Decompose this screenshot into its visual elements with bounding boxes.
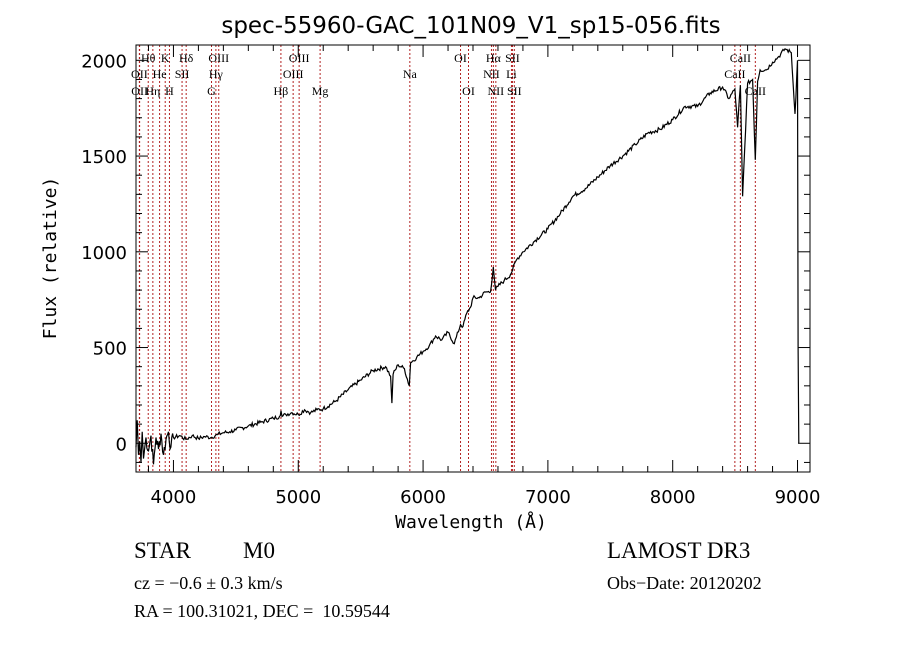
y-tick-label: 1500 [81, 147, 127, 168]
marker-label: OIII [208, 51, 229, 65]
plot-frame [135, 44, 811, 473]
marker-label: OI [462, 84, 475, 98]
marker-label: NII [483, 67, 500, 81]
y-tick-label: 1000 [81, 243, 127, 264]
x-tick-label: 4000 [151, 487, 197, 508]
survey-label: LAMOST DR3 [607, 538, 751, 563]
marker-label: OIII [283, 67, 304, 81]
marker-label: OIII [289, 51, 310, 65]
y-tick-label: 500 [93, 339, 127, 360]
spectral-line-markers [138, 45, 756, 472]
spectrum-series [135, 47, 800, 465]
x-tick-label: 9000 [775, 487, 821, 508]
x-tick-label: 7000 [525, 487, 571, 508]
marker-label: K [161, 51, 170, 65]
x-axis-ticks: 4000 5000 6000 7000 8000 9000 [147, 45, 821, 508]
marker-label: OII [131, 84, 148, 98]
marker-label: CaII [745, 84, 766, 98]
obs-date-text: Obs−Date: 20120202 [607, 573, 762, 593]
object-subclass: M0 [243, 538, 275, 563]
marker-label: OI [454, 51, 467, 65]
x-axis-label: Wavelength (Å) [395, 511, 547, 533]
marker-label: Hα [486, 51, 502, 65]
x-tick-label: 8000 [650, 487, 696, 508]
marker-label: Mg [312, 84, 329, 98]
marker-label: SII [505, 51, 520, 65]
x-tick-label: 5000 [275, 487, 321, 508]
chart-title: spec-55960-GAC_101N09_V1_sp15-056.fits [221, 13, 720, 39]
marker-label: Hη [145, 84, 160, 98]
marker-label: SII [175, 67, 190, 81]
marker-label: CaII [730, 51, 751, 65]
y-tick-label: 0 [116, 434, 127, 455]
x-tick-label: 6000 [400, 487, 446, 508]
marker-label: Hδ [179, 51, 194, 65]
marker-label: He [153, 67, 167, 81]
y-tick-label: 2000 [81, 51, 127, 72]
marker-label: Hγ [209, 67, 224, 81]
coordinates-text: RA = 100.31021, DEC = 10.59544 [134, 601, 390, 621]
marker-label: Li [506, 67, 517, 81]
marker-label: Hθ [141, 51, 156, 65]
redshift-text: cz = −0.6 ± 0.3 km/s [134, 573, 283, 593]
marker-label: G [207, 84, 216, 98]
marker-label: CaII [724, 67, 745, 81]
series-line-spectrum [135, 47, 800, 465]
marker-label: OII [131, 67, 148, 81]
marker-label: Hβ [274, 84, 289, 98]
y-axis-label: Flux (relative) [40, 177, 61, 340]
marker-label: SII [507, 84, 522, 98]
object-class: STAR [134, 538, 191, 563]
marker-label: NII [488, 84, 505, 98]
marker-label: Na [403, 67, 418, 81]
marker-label: H [165, 84, 174, 98]
y-axis-ticks: 0 500 1000 1500 2000 [81, 51, 810, 463]
